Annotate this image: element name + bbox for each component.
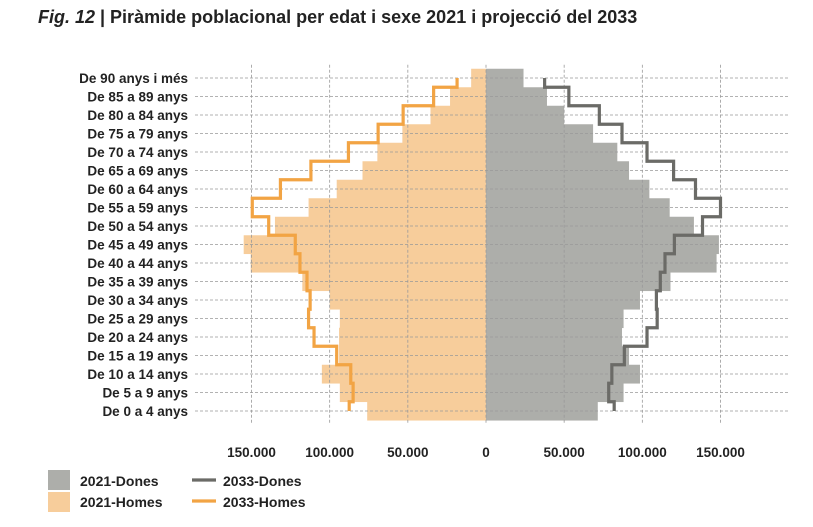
bar-2021-dones [486,124,594,144]
legend-label: 2021-Homes [80,494,163,510]
y-tick-label: De 10 a 14 anys [87,367,188,382]
line-2033-dones [543,78,723,411]
legend-label: 2033-Homes [223,494,306,510]
y-tick-label: De 65 a 69 anys [87,164,188,179]
y-tick-label: De 30 a 34 anys [87,293,188,308]
title-text: | Piràmide poblacional per edat i sexe 2… [95,7,638,27]
y-tick-label: De 80 a 84 anys [87,108,188,123]
bar-2021-dones [486,272,671,292]
bar-2021-dones [486,309,624,329]
y-tick-label: De 50 a 54 anys [87,219,188,234]
legend-label: 2033-Dones [223,473,302,489]
bar-2021-homes [362,161,486,181]
figure-number: Fig. 12 [38,7,96,27]
bar-2021-homes [243,235,486,255]
legend-label: 2021-Dones [80,473,159,489]
bar-2021-homes [250,253,486,273]
bar-2021-homes [402,124,486,144]
legend-swatch-2021-homes [48,492,70,512]
x-tick-label: 50.000 [544,445,585,460]
bar-2021-homes [321,364,486,384]
x-tick-label: 100.000 [618,445,667,460]
legend-swatch-2021-dones [48,470,70,490]
y-tick-label: De 5 a 9 anys [102,386,188,401]
bar-2021-homes [430,105,486,125]
line-2033-homes [250,78,459,411]
y-tick-label: De 35 a 39 anys [87,275,188,290]
y-tick-label: De 0 a 4 anys [102,404,188,419]
y-tick-label: De 75 a 79 anys [87,127,188,142]
bar-2021-homes [450,87,486,107]
bar-2021-dones [486,327,623,347]
y-tick-label: De 90 anys i més [79,71,188,86]
y-tick-label: De 45 a 49 anys [87,238,188,253]
x-tick-label: 50.000 [387,445,428,460]
y-tick-label: De 20 a 24 anys [87,330,188,345]
bar-2021-dones [486,383,624,403]
y-tick-label: De 15 a 19 anys [87,349,188,364]
y-tick-label: De 55 a 59 anys [87,201,188,216]
y-tick-label: De 40 a 44 anys [87,256,188,271]
y-tick-label: De 70 a 74 anys [87,145,188,160]
x-tick-label: 100.000 [305,445,354,460]
bar-2021-dones [486,68,524,88]
y-tick-label: De 85 a 89 anys [87,90,188,105]
y-tick-label: De 25 a 29 anys [87,312,188,327]
y-tick-label: De 60 a 64 anys [87,182,188,197]
x-tick-label: 0 [482,445,490,460]
x-tick-label: 150.000 [227,445,276,460]
chart-title: Fig. 12 | Piràmide poblacional per edat … [38,7,637,28]
bar-2021-homes [302,272,486,292]
bar-2021-homes [471,68,486,88]
x-tick-label: 150.000 [696,445,745,460]
